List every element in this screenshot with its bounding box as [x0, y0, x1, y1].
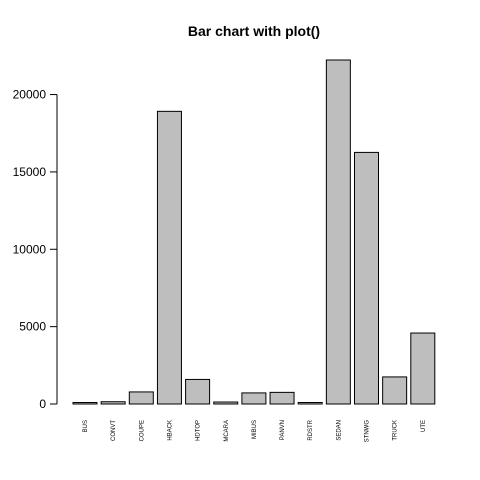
y-tick-label: 15000	[13, 165, 47, 179]
y-tick-label: 10000	[13, 242, 47, 256]
x-tick-label: MIBUS	[252, 420, 258, 439]
bar-sedan	[325, 59, 351, 405]
x-tick-label: RDSTR	[308, 419, 314, 440]
x-tick-label: MCARA	[224, 420, 230, 442]
bar-bus	[72, 402, 98, 405]
bar-mibus	[241, 392, 267, 405]
x-tick-label: CONVT	[111, 420, 117, 441]
x-tick-label: HDTOP	[196, 420, 202, 441]
bar-panvn	[269, 391, 295, 405]
bar-truck	[382, 376, 408, 405]
y-tick-label: 5000	[19, 320, 46, 334]
x-tick-label: BUS	[83, 420, 89, 432]
chart-title: Bar chart with plot()	[188, 23, 320, 39]
x-tick-label: SEDAN	[336, 420, 342, 441]
bar-stnwg	[354, 151, 379, 405]
bar-hback	[156, 110, 182, 405]
bar-rdstr	[297, 402, 323, 405]
x-tick-label: PANVN	[280, 420, 286, 440]
y-tick-label: 0	[39, 397, 46, 411]
bar-convt	[100, 401, 126, 405]
x-tick-label: HBACK	[167, 420, 173, 441]
x-tick-label: UTE	[421, 420, 427, 432]
bar-coupe	[128, 391, 154, 405]
y-axis: 0 5000 10000 15000 20000	[13, 88, 58, 411]
x-tick-label: STNWG	[365, 420, 371, 443]
x-tick-label: TRUCK	[393, 420, 399, 441]
x-tick-labels: BUS CONVT COUPE HBACK HDTOP MCARA MIBUS PANVN RD…	[83, 419, 427, 442]
bar-ute	[410, 332, 436, 405]
bar-mcara	[213, 401, 239, 405]
bars-group	[72, 59, 436, 405]
y-tick-label: 20000	[13, 88, 47, 102]
bar-hdtop	[185, 378, 211, 405]
x-tick-label: COUPE	[139, 420, 145, 441]
